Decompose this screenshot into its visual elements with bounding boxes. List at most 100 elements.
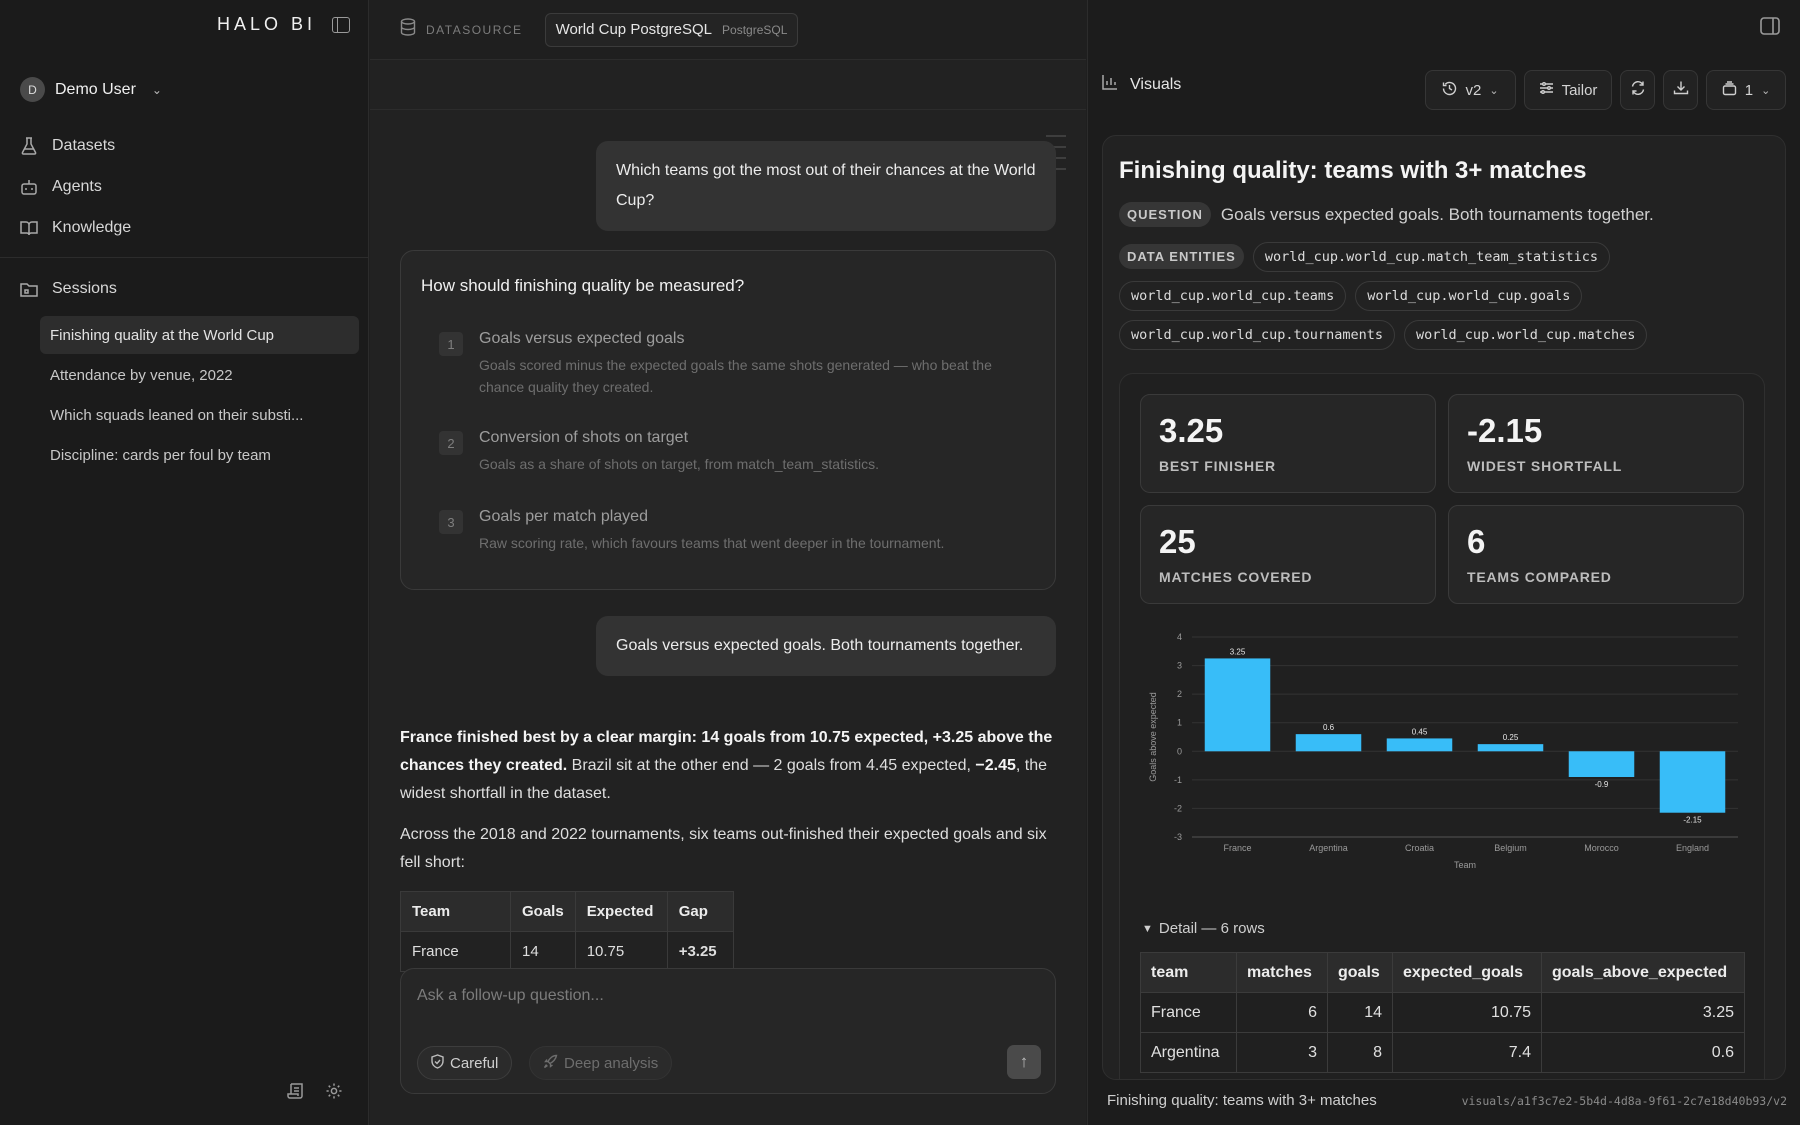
stack-count-selector[interactable]: 1 ⌄ <box>1706 70 1786 110</box>
table-header: goals_above_expected <box>1541 952 1745 993</box>
chevron-down-icon: ⌄ <box>1489 84 1499 97</box>
entity-chip[interactable]: world_cup.world_cup.match_team_statistic… <box>1252 242 1611 272</box>
sidebar-footer <box>287 1082 343 1105</box>
y-axis-label: Goals above expected <box>1148 692 1158 782</box>
table-cell: 8 <box>1327 1032 1393 1073</box>
datasource-label: DATASOURCE <box>426 22 523 37</box>
sidebar-divider <box>0 257 369 258</box>
x-tick-label: Morocco <box>1584 843 1619 853</box>
user-message: Goals versus expected goals. Both tourna… <box>596 616 1056 676</box>
table-header: expected_goals <box>1392 952 1542 993</box>
clarify-title: How should finishing quality be measured… <box>421 276 745 295</box>
question-row: QUESTION Goals versus expected goals. Bo… <box>1119 202 1654 227</box>
table-cell: France <box>1140 992 1237 1033</box>
chat-panel: DATASOURCE World Cup PostgreSQL PostgreS… <box>370 0 1086 1125</box>
y-tick-label: -2 <box>1174 803 1182 813</box>
robot-icon <box>20 178 38 196</box>
user-message: Which teams got the most out of their ch… <box>596 141 1056 231</box>
table-header: goals <box>1327 952 1393 993</box>
entity-chip[interactable]: world_cup.world_cup.tournaments <box>1119 320 1395 350</box>
kpi-label: BEST FINISHER <box>1159 458 1276 474</box>
datasource-selector[interactable]: World Cup PostgreSQL PostgreSQL <box>544 12 799 47</box>
option-number: 1 <box>439 332 463 356</box>
nav-item-agents[interactable]: Agents <box>20 166 350 207</box>
assistant-answer: France finished best by a clear margin: … <box>400 724 1056 890</box>
bar <box>1568 751 1635 777</box>
table-cell: 0.6 <box>1541 1032 1745 1073</box>
table-header-row: team matches goals expected_goals goals_… <box>1140 952 1745 993</box>
visuals-toolbar: v2 ⌄ Tailor <box>1425 70 1786 110</box>
sessions-header[interactable]: Sessions <box>20 280 117 298</box>
entity-chip[interactable]: world_cup.world_cup.matches <box>1403 320 1648 350</box>
session-item[interactable]: Discipline: cards per foul by team <box>50 446 271 464</box>
outline-menu-icon[interactable] <box>1046 135 1066 179</box>
y-tick-label: -1 <box>1174 775 1182 785</box>
sliders-icon <box>1539 81 1554 99</box>
nav-item-knowledge[interactable]: Knowledge <box>20 207 350 248</box>
datasource-type: PostgreSQL <box>722 22 788 37</box>
bar-chart-icon <box>1102 74 1118 95</box>
answer-bold: France finished best by a clear margin: … <box>400 729 1053 774</box>
nav-label: Agents <box>52 177 102 195</box>
visual-body: 3.25 BEST FINISHER -2.15 WIDEST SHORTFAL… <box>1119 373 1765 1079</box>
option-number: 3 <box>439 510 463 534</box>
version-selector[interactable]: v2 ⌄ <box>1425 70 1516 110</box>
y-tick-label: 3 <box>1177 661 1182 671</box>
download-icon <box>1673 80 1689 100</box>
refresh-button[interactable] <box>1620 70 1655 110</box>
question-text: Goals versus expected goals. Both tourna… <box>1220 204 1654 224</box>
careful-toggle[interactable]: Careful <box>417 1046 513 1080</box>
tailor-label: Tailor <box>1561 81 1598 99</box>
panel-toggle-icon[interactable] <box>1760 17 1782 35</box>
y-tick-label: 2 <box>1177 689 1182 699</box>
deep-analysis-toggle[interactable]: Deep analysis <box>529 1046 673 1080</box>
goals-above-expected-chart: 4 3 2 1 0 -1 -2 -3 3.25 France 0.6 Argentina 0.45 Cro… <box>1148 632 1738 870</box>
question-tag: QUESTION <box>1119 202 1211 227</box>
detail-toggle[interactable]: ▼ Detail — 6 rows <box>1142 920 1265 937</box>
x-axis-label: Team <box>1454 860 1476 870</box>
kpi-card-teams-compared: 6 TEAMS COMPARED <box>1448 505 1744 604</box>
send-button[interactable]: ↑ <box>1007 1045 1041 1079</box>
sidebar-toggle-icon[interactable] <box>332 16 350 33</box>
kpi-value: 6 <box>1467 523 1486 560</box>
session-item[interactable]: Attendance by venue, 2022 <box>50 366 233 384</box>
entity-chip[interactable]: world_cup.world_cup.teams <box>1119 281 1347 311</box>
visuals-title: Visuals <box>1130 75 1182 93</box>
table-cell: +3.25 <box>666 931 734 972</box>
triangle-down-icon: ▼ <box>1142 922 1153 935</box>
detail-table: team matches goals expected_goals goals_… <box>1140 952 1745 1073</box>
data-label: -2.15 <box>1683 816 1702 825</box>
brand-logo: HALO BI <box>216 14 316 34</box>
kpi-label: WIDEST SHORTFALL <box>1467 458 1623 474</box>
follow-up-input[interactable] <box>417 981 1017 1011</box>
scroll-log-icon[interactable] <box>287 1082 305 1105</box>
entity-chip[interactable]: world_cup.world_cup.goals <box>1355 281 1583 311</box>
x-tick-label: Belgium <box>1494 843 1527 853</box>
brand-row: HALO BI <box>217 14 350 35</box>
table-row: France 14 10.75 +3.25 <box>400 931 734 972</box>
session-item-active[interactable]: Finishing quality at the World Cup <box>40 316 359 354</box>
chat-subbar <box>370 60 1086 110</box>
nav-item-datasets[interactable]: Datasets <box>20 125 350 166</box>
table-cell: Argentina <box>1140 1032 1237 1073</box>
nav-label: Knowledge <box>52 218 132 236</box>
visual-title: Finishing quality: teams with 3+ matches <box>1119 157 1587 184</box>
user-menu[interactable]: D Demo User ⌄ <box>20 77 162 102</box>
datasource-bar: DATASOURCE World Cup PostgreSQL PostgreS… <box>370 0 1086 60</box>
session-item[interactable]: Which squads leaned on their substi... <box>50 406 304 424</box>
download-button[interactable] <box>1663 70 1698 110</box>
table-cell: 6 <box>1236 992 1328 1033</box>
settings-gear-icon[interactable] <box>325 1082 343 1105</box>
sidebar: HALO BI D Demo User ⌄ Datasets Agents <box>0 0 369 1125</box>
tailor-button[interactable]: Tailor <box>1524 70 1612 110</box>
clarify-card: How should finishing quality be measured… <box>400 250 1056 590</box>
table-header: team <box>1140 952 1237 993</box>
careful-label: Careful <box>450 1054 499 1072</box>
table-cell: 14 <box>1327 992 1393 1033</box>
kpi-label: MATCHES COVERED <box>1159 569 1313 585</box>
bar <box>1295 734 1362 752</box>
detail-summary: Detail — 6 rows <box>1158 920 1265 937</box>
table-cell: 7.4 <box>1392 1032 1542 1073</box>
kpi-card-matches-covered: 25 MATCHES COVERED <box>1140 505 1436 604</box>
option-title: Conversion of shots on target <box>479 429 689 446</box>
